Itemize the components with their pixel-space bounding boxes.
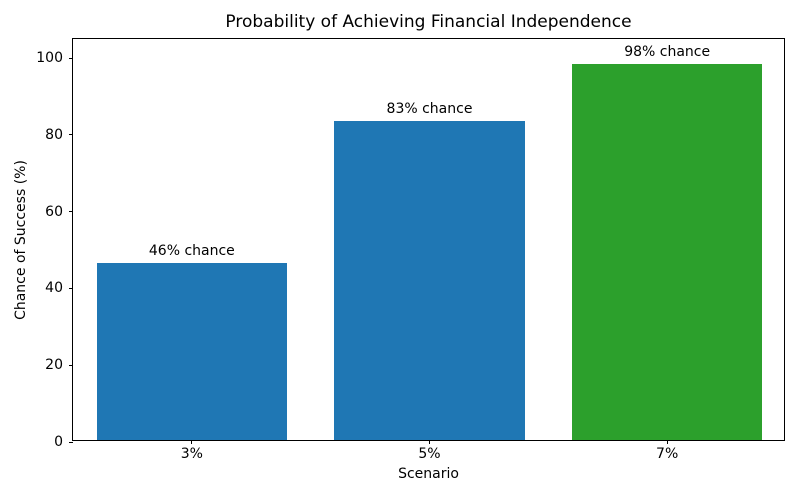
- y-tick-label: 60: [45, 203, 63, 220]
- y-tick-mark: [69, 287, 73, 289]
- bar-5%: [334, 121, 525, 440]
- bar-value-label: 46% chance: [148, 243, 235, 260]
- x-tick-label: 7%: [656, 446, 679, 462]
- bar-7%: [572, 63, 763, 440]
- x-axis-label: Scenario: [398, 466, 459, 482]
- plot-area: Probability of Achieving Financial Indep…: [13, 12, 785, 482]
- x-tick-mark: [429, 440, 430, 444]
- x-tick-label: 3%: [180, 446, 203, 462]
- bar-value-label: 98% chance: [624, 43, 711, 60]
- chart-title: Probability of Achieving Financial Indep…: [225, 12, 632, 32]
- x-tick-mark: [666, 440, 668, 444]
- y-tick-mark: [69, 211, 73, 213]
- y-tick-mark: [69, 441, 73, 443]
- bar-3%: [96, 263, 287, 440]
- y-tick-mark: [69, 364, 73, 366]
- x-tick-mark: [191, 440, 193, 444]
- y-tick-label: 20: [45, 357, 63, 374]
- y-tick-mark: [69, 57, 73, 59]
- bar-value-label: 83% chance: [386, 101, 473, 118]
- y-tick-label: 0: [54, 434, 63, 450]
- y-tick-label: 40: [45, 280, 63, 297]
- y-tick-label: 100: [36, 50, 63, 67]
- y-tick-label: 80: [45, 126, 63, 143]
- x-tick-label: 5%: [418, 446, 441, 462]
- y-tick-mark: [69, 134, 73, 136]
